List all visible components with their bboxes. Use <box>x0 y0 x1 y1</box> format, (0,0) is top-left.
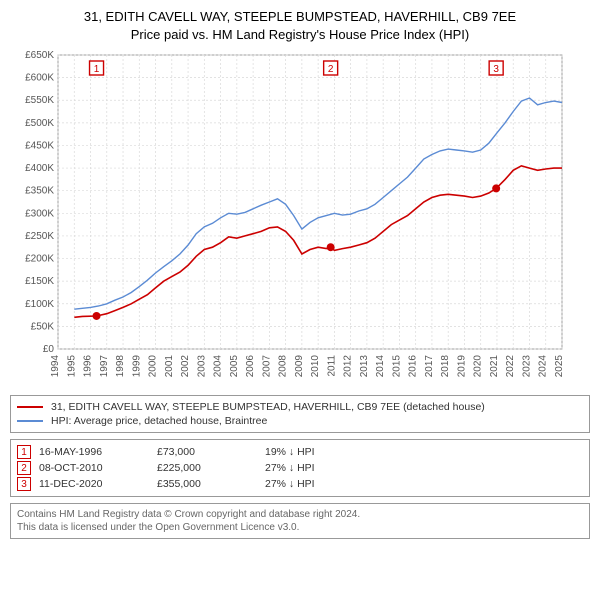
svg-text:£500K: £500K <box>25 118 54 129</box>
svg-text:2020: 2020 <box>473 355 484 378</box>
svg-text:£450K: £450K <box>25 141 54 152</box>
svg-text:2015: 2015 <box>391 355 402 378</box>
svg-text:2005: 2005 <box>229 355 240 378</box>
svg-text:3: 3 <box>493 64 499 75</box>
svg-text:2007: 2007 <box>261 355 272 378</box>
svg-text:2012: 2012 <box>343 355 354 378</box>
svg-text:1994: 1994 <box>50 355 61 378</box>
svg-text:2003: 2003 <box>196 355 207 378</box>
svg-text:2004: 2004 <box>213 355 224 378</box>
transaction-price: £73,000 <box>157 446 257 458</box>
chart-area: £0 £50K £100K £150K £200K £250K £300K £350K £400… <box>10 49 590 389</box>
transaction-row: 2 08-OCT-2010 £225,000 27% ↓ HPI <box>17 460 583 476</box>
svg-text:2009: 2009 <box>294 355 305 378</box>
svg-text:1: 1 <box>94 64 100 75</box>
svg-text:2002: 2002 <box>180 355 191 378</box>
transactions-box: 1 16-MAY-1996 £73,000 19% ↓ HPI 2 08-OCT-2010… <box>10 439 590 497</box>
legend-swatch <box>17 406 43 408</box>
title-line-1: 31, EDITH CAVELL WAY, STEEPLE BUMPSTEAD,… <box>10 8 590 26</box>
svg-text:2013: 2013 <box>359 355 370 378</box>
svg-text:1997: 1997 <box>99 355 110 378</box>
transaction-marker: 3 <box>17 477 31 491</box>
svg-text:1998: 1998 <box>115 355 126 378</box>
transaction-row: 1 16-MAY-1996 £73,000 19% ↓ HPI <box>17 444 583 460</box>
transaction-date: 11-DEC-2020 <box>39 478 149 490</box>
legend-item: 31, EDITH CAVELL WAY, STEEPLE BUMPSTEAD,… <box>17 400 583 414</box>
svg-text:2008: 2008 <box>278 355 289 378</box>
svg-text:2016: 2016 <box>408 355 419 378</box>
footer-line-1: Contains HM Land Registry data © Crown c… <box>17 508 583 521</box>
svg-text:£650K: £650K <box>25 50 54 61</box>
transaction-diff: 27% ↓ HPI <box>265 462 365 474</box>
svg-text:2001: 2001 <box>164 355 175 378</box>
svg-text:2017: 2017 <box>424 355 435 378</box>
transaction-marker: 1 <box>17 445 31 459</box>
svg-text:2023: 2023 <box>521 355 532 378</box>
line-chart-svg: £0 £50K £100K £150K £200K £250K £300K £350K £400… <box>10 49 570 389</box>
transaction-price: £355,000 <box>157 478 257 490</box>
transaction-date: 16-MAY-1996 <box>39 446 149 458</box>
footer-line-2: This data is licensed under the Open Gov… <box>17 521 583 534</box>
svg-text:1995: 1995 <box>66 355 77 378</box>
transaction-diff: 27% ↓ HPI <box>265 478 365 490</box>
svg-text:£0: £0 <box>43 344 55 355</box>
svg-text:2: 2 <box>328 64 334 75</box>
legend-swatch <box>17 420 43 422</box>
svg-text:£250K: £250K <box>25 231 54 242</box>
svg-text:£150K: £150K <box>25 276 54 287</box>
svg-text:2000: 2000 <box>148 355 159 378</box>
svg-text:£200K: £200K <box>25 254 54 265</box>
chart-title-block: 31, EDITH CAVELL WAY, STEEPLE BUMPSTEAD,… <box>10 8 590 43</box>
svg-text:£550K: £550K <box>25 95 54 106</box>
svg-text:2011: 2011 <box>326 355 337 377</box>
svg-text:1999: 1999 <box>131 355 142 378</box>
svg-text:2014: 2014 <box>375 355 386 378</box>
svg-text:£50K: £50K <box>31 321 55 332</box>
transaction-row: 3 11-DEC-2020 £355,000 27% ↓ HPI <box>17 476 583 492</box>
transaction-marker: 2 <box>17 461 31 475</box>
legend-box: 31, EDITH CAVELL WAY, STEEPLE BUMPSTEAD,… <box>10 395 590 433</box>
svg-text:£400K: £400K <box>25 163 54 174</box>
svg-text:2021: 2021 <box>489 355 500 378</box>
footer-box: Contains HM Land Registry data © Crown c… <box>10 503 590 539</box>
svg-text:£350K: £350K <box>25 186 54 197</box>
legend-label: 31, EDITH CAVELL WAY, STEEPLE BUMPSTEAD,… <box>51 401 485 413</box>
transaction-price: £225,000 <box>157 462 257 474</box>
legend-label: HPI: Average price, detached house, Brai… <box>51 415 267 427</box>
svg-text:1996: 1996 <box>83 355 94 378</box>
svg-text:£600K: £600K <box>25 73 54 84</box>
svg-text:2006: 2006 <box>245 355 256 378</box>
svg-text:2025: 2025 <box>554 355 565 378</box>
transaction-date: 08-OCT-2010 <box>39 462 149 474</box>
transaction-diff: 19% ↓ HPI <box>265 446 365 458</box>
legend-item: HPI: Average price, detached house, Brai… <box>17 414 583 428</box>
svg-text:2010: 2010 <box>310 355 321 378</box>
svg-text:2024: 2024 <box>538 355 549 378</box>
svg-text:2018: 2018 <box>440 355 451 378</box>
svg-text:2022: 2022 <box>505 355 516 378</box>
svg-text:£300K: £300K <box>25 208 54 219</box>
svg-text:2019: 2019 <box>456 355 467 378</box>
svg-text:£100K: £100K <box>25 299 54 310</box>
title-line-2: Price paid vs. HM Land Registry's House … <box>10 26 590 44</box>
